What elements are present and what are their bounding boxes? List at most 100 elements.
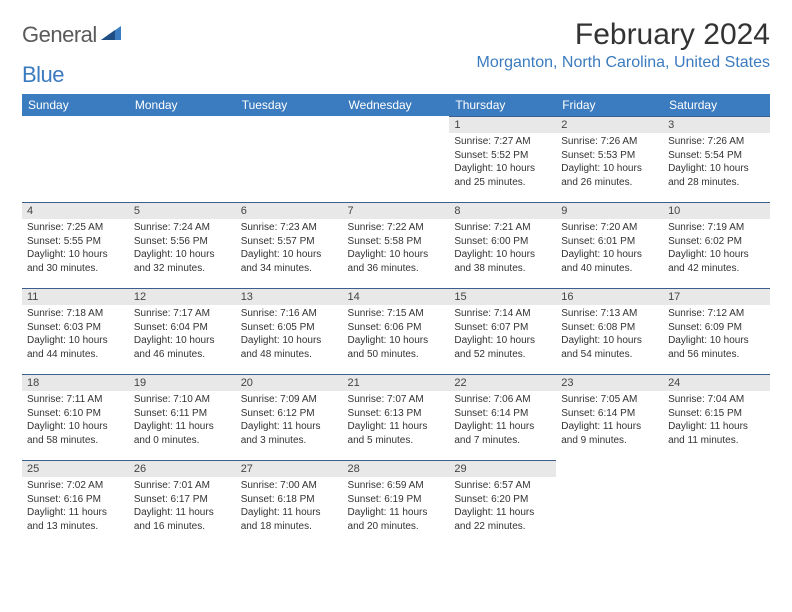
day-details: Sunrise: 7:22 AMSunset: 5:58 PMDaylight:… — [343, 219, 450, 277]
calendar-cell: 25Sunrise: 7:02 AMSunset: 6:16 PMDayligh… — [22, 460, 129, 546]
day-number: 16 — [556, 288, 663, 305]
day-details: Sunrise: 6:57 AMSunset: 6:20 PMDaylight:… — [449, 477, 556, 535]
day-details: Sunrise: 7:17 AMSunset: 6:04 PMDaylight:… — [129, 305, 236, 363]
calendar-cell: 24Sunrise: 7:04 AMSunset: 6:15 PMDayligh… — [663, 374, 770, 460]
day-header-row: Sunday Monday Tuesday Wednesday Thursday… — [22, 94, 770, 116]
day-number: 10 — [663, 202, 770, 219]
brand-triangle-icon — [101, 24, 121, 45]
calendar-cell: 27Sunrise: 7:00 AMSunset: 6:18 PMDayligh… — [236, 460, 343, 546]
calendar-page: General February 2024 Morganton, North C… — [0, 0, 792, 564]
calendar-cell: 15Sunrise: 7:14 AMSunset: 6:07 PMDayligh… — [449, 288, 556, 374]
day-header: Thursday — [449, 94, 556, 116]
day-details: Sunrise: 7:26 AMSunset: 5:54 PMDaylight:… — [663, 133, 770, 191]
day-details: Sunrise: 7:09 AMSunset: 6:12 PMDaylight:… — [236, 391, 343, 449]
brand-text-gray: General — [22, 22, 97, 48]
calendar-cell: 26Sunrise: 7:01 AMSunset: 6:17 PMDayligh… — [129, 460, 236, 546]
day-details: Sunrise: 7:06 AMSunset: 6:14 PMDaylight:… — [449, 391, 556, 449]
calendar-week-row: 25Sunrise: 7:02 AMSunset: 6:16 PMDayligh… — [22, 460, 770, 546]
day-header: Wednesday — [343, 94, 450, 116]
day-number: 1 — [449, 116, 556, 133]
day-details: Sunrise: 7:12 AMSunset: 6:09 PMDaylight:… — [663, 305, 770, 363]
calendar-cell: 10Sunrise: 7:19 AMSunset: 6:02 PMDayligh… — [663, 202, 770, 288]
calendar-week-row: 4Sunrise: 7:25 AMSunset: 5:55 PMDaylight… — [22, 202, 770, 288]
brand-logo: General — [22, 18, 123, 48]
day-details: Sunrise: 7:18 AMSunset: 6:03 PMDaylight:… — [22, 305, 129, 363]
day-details — [556, 477, 663, 481]
day-number: 24 — [663, 374, 770, 391]
calendar-cell: 4Sunrise: 7:25 AMSunset: 5:55 PMDaylight… — [22, 202, 129, 288]
day-number: 2 — [556, 116, 663, 133]
brand-text-blue: Blue — [22, 62, 64, 88]
day-number: 4 — [22, 202, 129, 219]
day-number: 23 — [556, 374, 663, 391]
location-text: Morganton, North Carolina, United States — [477, 54, 770, 72]
calendar-table: Sunday Monday Tuesday Wednesday Thursday… — [22, 94, 770, 546]
day-number: 18 — [22, 374, 129, 391]
calendar-cell: 9Sunrise: 7:20 AMSunset: 6:01 PMDaylight… — [556, 202, 663, 288]
day-number: 29 — [449, 460, 556, 477]
day-number: 27 — [236, 460, 343, 477]
calendar-cell — [663, 460, 770, 546]
day-header: Tuesday — [236, 94, 343, 116]
calendar-cell: 12Sunrise: 7:17 AMSunset: 6:04 PMDayligh… — [129, 288, 236, 374]
calendar-cell — [343, 116, 450, 202]
day-details: Sunrise: 7:10 AMSunset: 6:11 PMDaylight:… — [129, 391, 236, 449]
title-block: February 2024 Morganton, North Carolina,… — [477, 18, 770, 72]
day-details: Sunrise: 7:02 AMSunset: 6:16 PMDaylight:… — [22, 477, 129, 535]
day-header: Monday — [129, 94, 236, 116]
calendar-cell: 8Sunrise: 7:21 AMSunset: 6:00 PMDaylight… — [449, 202, 556, 288]
calendar-cell: 2Sunrise: 7:26 AMSunset: 5:53 PMDaylight… — [556, 116, 663, 202]
day-details: Sunrise: 7:13 AMSunset: 6:08 PMDaylight:… — [556, 305, 663, 363]
calendar-cell: 17Sunrise: 7:12 AMSunset: 6:09 PMDayligh… — [663, 288, 770, 374]
day-details: Sunrise: 7:01 AMSunset: 6:17 PMDaylight:… — [129, 477, 236, 535]
day-header: Saturday — [663, 94, 770, 116]
day-details: Sunrise: 7:07 AMSunset: 6:13 PMDaylight:… — [343, 391, 450, 449]
day-details: Sunrise: 7:27 AMSunset: 5:52 PMDaylight:… — [449, 133, 556, 191]
calendar-cell: 7Sunrise: 7:22 AMSunset: 5:58 PMDaylight… — [343, 202, 450, 288]
calendar-cell: 6Sunrise: 7:23 AMSunset: 5:57 PMDaylight… — [236, 202, 343, 288]
day-details: Sunrise: 7:00 AMSunset: 6:18 PMDaylight:… — [236, 477, 343, 535]
day-header: Sunday — [22, 94, 129, 116]
day-details — [663, 477, 770, 481]
day-number: 14 — [343, 288, 450, 305]
calendar-cell: 20Sunrise: 7:09 AMSunset: 6:12 PMDayligh… — [236, 374, 343, 460]
day-number: 9 — [556, 202, 663, 219]
day-number: 11 — [22, 288, 129, 305]
month-title: February 2024 — [477, 18, 770, 52]
day-header: Friday — [556, 94, 663, 116]
day-number: 13 — [236, 288, 343, 305]
day-details — [129, 133, 236, 137]
day-number: 25 — [22, 460, 129, 477]
day-details: Sunrise: 7:14 AMSunset: 6:07 PMDaylight:… — [449, 305, 556, 363]
calendar-week-row: 11Sunrise: 7:18 AMSunset: 6:03 PMDayligh… — [22, 288, 770, 374]
day-details — [343, 133, 450, 137]
calendar-cell — [129, 116, 236, 202]
day-number: 22 — [449, 374, 556, 391]
calendar-cell: 14Sunrise: 7:15 AMSunset: 6:06 PMDayligh… — [343, 288, 450, 374]
day-details: Sunrise: 7:05 AMSunset: 6:14 PMDaylight:… — [556, 391, 663, 449]
calendar-week-row: 18Sunrise: 7:11 AMSunset: 6:10 PMDayligh… — [22, 374, 770, 460]
calendar-cell: 18Sunrise: 7:11 AMSunset: 6:10 PMDayligh… — [22, 374, 129, 460]
day-details — [236, 133, 343, 137]
day-details: Sunrise: 7:04 AMSunset: 6:15 PMDaylight:… — [663, 391, 770, 449]
day-number: 19 — [129, 374, 236, 391]
calendar-cell: 11Sunrise: 7:18 AMSunset: 6:03 PMDayligh… — [22, 288, 129, 374]
calendar-cell: 21Sunrise: 7:07 AMSunset: 6:13 PMDayligh… — [343, 374, 450, 460]
day-details: Sunrise: 7:24 AMSunset: 5:56 PMDaylight:… — [129, 219, 236, 277]
day-details: Sunrise: 7:11 AMSunset: 6:10 PMDaylight:… — [22, 391, 129, 449]
day-number: 15 — [449, 288, 556, 305]
day-number: 28 — [343, 460, 450, 477]
calendar-week-row: 1Sunrise: 7:27 AMSunset: 5:52 PMDaylight… — [22, 116, 770, 202]
day-details: Sunrise: 7:20 AMSunset: 6:01 PMDaylight:… — [556, 219, 663, 277]
calendar-cell: 29Sunrise: 6:57 AMSunset: 6:20 PMDayligh… — [449, 460, 556, 546]
calendar-cell: 3Sunrise: 7:26 AMSunset: 5:54 PMDaylight… — [663, 116, 770, 202]
day-number: 17 — [663, 288, 770, 305]
day-details — [22, 133, 129, 137]
day-details: Sunrise: 7:16 AMSunset: 6:05 PMDaylight:… — [236, 305, 343, 363]
day-details: Sunrise: 7:19 AMSunset: 6:02 PMDaylight:… — [663, 219, 770, 277]
calendar-cell: 16Sunrise: 7:13 AMSunset: 6:08 PMDayligh… — [556, 288, 663, 374]
calendar-cell: 1Sunrise: 7:27 AMSunset: 5:52 PMDaylight… — [449, 116, 556, 202]
day-number: 26 — [129, 460, 236, 477]
day-details: Sunrise: 7:23 AMSunset: 5:57 PMDaylight:… — [236, 219, 343, 277]
day-number: 20 — [236, 374, 343, 391]
